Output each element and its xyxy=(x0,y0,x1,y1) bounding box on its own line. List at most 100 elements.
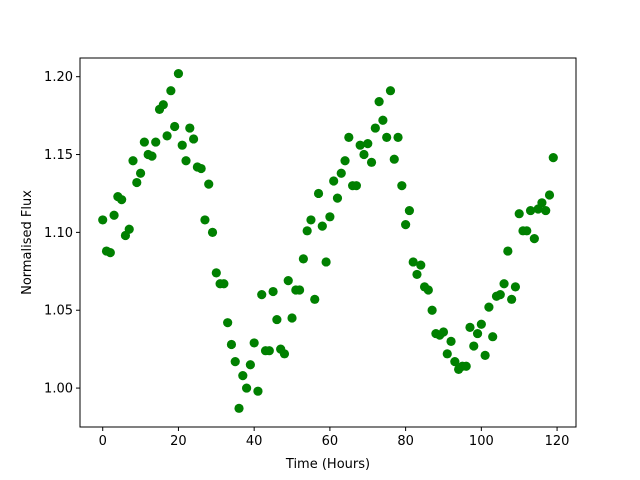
data-point xyxy=(472,328,483,339)
data-point xyxy=(537,198,547,208)
data-point xyxy=(226,339,237,350)
data-point xyxy=(351,181,361,191)
data-point xyxy=(544,190,555,200)
data-point xyxy=(525,205,536,216)
data-point xyxy=(469,341,479,351)
data-point xyxy=(503,246,513,256)
data-point xyxy=(98,215,108,225)
data-point xyxy=(234,403,244,413)
data-point xyxy=(162,131,172,141)
x-tick-label: 40 xyxy=(246,434,263,449)
y-axis-ticks: 1.00 1.05 1.10 1.15 1.20 xyxy=(44,70,80,397)
data-point xyxy=(173,68,184,79)
data-point xyxy=(374,96,384,107)
data-point xyxy=(298,254,308,264)
data-point xyxy=(382,132,392,143)
data-point xyxy=(461,361,471,371)
data-point xyxy=(204,179,214,189)
data-point xyxy=(370,123,380,133)
data-point xyxy=(207,227,218,237)
data-point xyxy=(541,205,551,216)
data-point xyxy=(427,305,437,315)
x-axis-label: Time (Hours) xyxy=(285,457,370,472)
data-point xyxy=(548,153,558,163)
data-point xyxy=(310,294,320,304)
data-point xyxy=(268,286,278,297)
data-point xyxy=(325,212,335,222)
data-point xyxy=(408,257,418,267)
data-point xyxy=(514,209,524,219)
data-point xyxy=(495,290,505,300)
data-point xyxy=(295,285,305,295)
data-point xyxy=(230,357,240,367)
data-point xyxy=(279,349,290,359)
data-point xyxy=(507,294,517,304)
y-tick-label: 1.00 xyxy=(44,382,73,397)
data-point xyxy=(480,350,490,360)
data-point xyxy=(139,137,149,147)
data-point xyxy=(416,260,426,270)
data-point xyxy=(332,193,343,203)
data-point xyxy=(317,221,327,231)
data-point xyxy=(166,86,176,96)
data-point xyxy=(241,383,252,393)
data-point xyxy=(401,219,411,230)
data-point xyxy=(264,346,274,356)
data-point xyxy=(158,100,168,110)
data-point xyxy=(355,140,365,150)
x-axis-ticks: 0 20 40 60 80 100 120 xyxy=(99,427,569,449)
data-point xyxy=(412,269,422,280)
data-point xyxy=(257,290,267,300)
x-tick-label: 60 xyxy=(322,434,339,449)
x-tick-label: 20 xyxy=(170,434,187,449)
data-point xyxy=(238,371,248,381)
data-point xyxy=(329,176,339,186)
data-point xyxy=(128,156,138,166)
data-point xyxy=(450,357,460,367)
y-tick-label: 1.20 xyxy=(44,70,73,85)
data-point xyxy=(272,314,282,325)
data-point xyxy=(135,168,146,178)
y-tick-label: 1.10 xyxy=(44,226,73,241)
data-point xyxy=(124,224,134,234)
y-tick-label: 1.05 xyxy=(44,304,73,319)
data-point xyxy=(442,349,452,359)
data-point xyxy=(529,234,539,244)
data-point xyxy=(397,181,407,191)
plot-frame xyxy=(79,57,577,428)
data-point xyxy=(404,205,415,216)
x-tick-label: 80 xyxy=(397,434,414,449)
data-point xyxy=(476,319,486,329)
data-point xyxy=(423,285,433,295)
data-point xyxy=(340,156,350,166)
data-point xyxy=(465,322,475,332)
data-point xyxy=(211,268,221,278)
data-point xyxy=(488,332,498,342)
data-point xyxy=(223,318,233,328)
data-point xyxy=(366,157,377,167)
data-points xyxy=(98,68,558,413)
data-point xyxy=(181,156,191,166)
data-point xyxy=(378,115,388,125)
x-tick-label: 0 xyxy=(99,434,107,449)
data-point xyxy=(109,210,119,220)
data-point xyxy=(363,139,373,149)
data-point xyxy=(170,121,180,132)
data-point xyxy=(510,282,521,292)
data-point xyxy=(359,149,369,160)
data-point xyxy=(283,276,293,286)
data-point xyxy=(249,338,259,348)
data-point xyxy=(147,151,157,161)
data-point xyxy=(219,279,229,289)
data-point xyxy=(245,360,255,370)
data-point xyxy=(188,134,199,144)
data-point xyxy=(336,168,346,178)
data-point xyxy=(438,327,449,337)
data-point xyxy=(185,123,195,133)
x-tick-label: 100 xyxy=(469,434,494,449)
data-point xyxy=(253,386,263,396)
data-point xyxy=(196,163,206,174)
data-point xyxy=(446,336,456,346)
